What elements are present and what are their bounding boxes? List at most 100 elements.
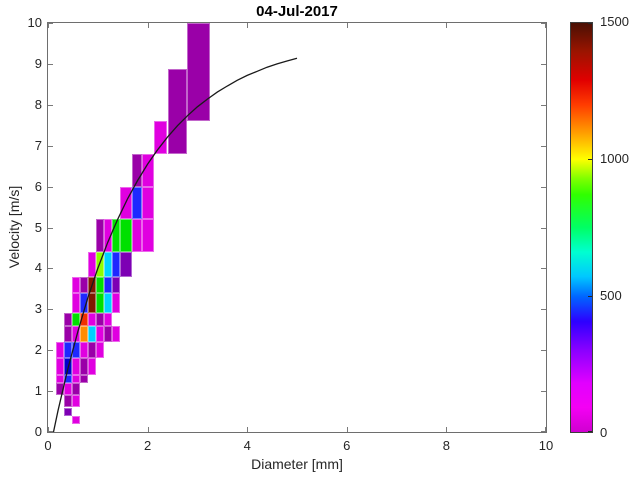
tick-mark <box>48 391 53 392</box>
heatmap-cell <box>56 358 64 375</box>
tick-mark <box>541 23 546 24</box>
x-tick-label: 2 <box>143 438 152 453</box>
heatmap-cell <box>87 358 96 375</box>
heatmap-cell <box>131 186 142 220</box>
heatmap-cell <box>95 313 104 326</box>
heatmap-cell <box>103 313 112 326</box>
tick-mark <box>446 23 447 28</box>
heatmap-cell <box>79 342 88 359</box>
tick-mark <box>48 268 53 269</box>
x-tick-label: 6 <box>343 438 351 453</box>
y-tick-label: 6 <box>34 178 42 194</box>
heatmap-cell <box>167 68 188 154</box>
tick-mark <box>48 427 49 432</box>
heatmap-cell <box>111 276 120 293</box>
heatmap-cell <box>79 374 88 383</box>
y-tick-label: 10 <box>27 15 42 30</box>
x-tick-label: 4 <box>243 438 251 453</box>
heatmap-cell <box>87 325 96 343</box>
heatmap-cell <box>71 325 80 343</box>
heatmap-cell <box>103 325 112 343</box>
y-tick-label: 5 <box>34 219 42 235</box>
heatmap-cell <box>71 358 80 375</box>
colorbar-tick-mark <box>588 431 592 432</box>
heatmap-cell <box>95 325 104 343</box>
tick-mark <box>541 228 546 229</box>
heatmap-cell <box>63 325 72 343</box>
tick-mark <box>541 268 546 269</box>
tick-mark <box>48 228 53 229</box>
heatmap-cell <box>79 292 88 314</box>
tick-mark <box>541 350 546 351</box>
heatmap-cell <box>71 342 80 359</box>
heatmap-cell <box>131 153 142 187</box>
heatmap-cell <box>111 325 120 343</box>
tick-mark <box>48 309 53 310</box>
heatmap-cell <box>103 292 112 314</box>
heatmap-cell <box>95 252 104 277</box>
heatmap-cell <box>79 313 88 326</box>
heatmap-cell <box>141 153 154 187</box>
heatmap-cell <box>71 292 80 314</box>
tick-mark <box>148 427 149 432</box>
heatmap-cell <box>87 342 96 359</box>
tick-mark <box>48 64 53 65</box>
tick-mark <box>446 427 447 432</box>
tick-mark <box>541 187 546 188</box>
tick-mark <box>541 391 546 392</box>
tick-mark <box>48 105 53 106</box>
heatmap-cell <box>187 23 211 122</box>
plot-area <box>47 22 547 433</box>
tick-mark <box>545 23 546 28</box>
heatmap-cell <box>63 374 72 383</box>
x-tick-label: 8 <box>442 438 450 453</box>
heatmap-cell <box>119 219 132 252</box>
tick-mark <box>347 427 348 432</box>
heatmap-cell <box>111 252 120 277</box>
heatmap-cell <box>56 382 64 396</box>
colorbar-tick-label: 1500 <box>600 14 629 29</box>
y-tick-label: 4 <box>34 260 42 276</box>
chart-title: 04-Jul-2017 <box>256 3 338 20</box>
heatmap-cell <box>71 415 80 424</box>
heatmap-cell <box>111 292 120 314</box>
tick-mark <box>48 431 53 432</box>
tick-mark <box>541 431 546 432</box>
heatmap-cell <box>63 407 72 416</box>
heatmap-cell <box>63 342 72 359</box>
y-tick-label: 7 <box>34 137 42 153</box>
y-tick-label: 3 <box>34 301 42 317</box>
heatmap-cell <box>63 395 72 408</box>
heatmap-cell <box>95 276 104 293</box>
tick-mark <box>541 309 546 310</box>
tick-mark <box>247 23 248 28</box>
heatmap-cell <box>56 374 64 383</box>
heatmap-cell <box>79 358 88 375</box>
tick-mark <box>541 146 546 147</box>
heatmap-cell <box>131 219 142 252</box>
heatmap-cell <box>71 382 80 396</box>
heatmap-cell <box>71 313 80 326</box>
heatmap-cell <box>95 342 104 359</box>
heatmap-cell <box>79 325 88 343</box>
y-tick-label: 2 <box>34 342 42 358</box>
heatmap-cell <box>111 219 120 252</box>
y-tick-label: 8 <box>34 96 42 112</box>
tick-mark <box>541 105 546 106</box>
heatmap-cell <box>119 186 132 220</box>
heatmap-cell <box>95 292 104 314</box>
tick-mark <box>48 23 53 24</box>
heatmap-cell <box>63 382 72 396</box>
heatmap-cell <box>56 342 64 359</box>
tick-mark <box>48 146 53 147</box>
x-tick-label: 10 <box>538 438 554 453</box>
colorbar-tick-mark <box>588 296 592 297</box>
tick-mark <box>48 23 49 28</box>
heatmap-cell <box>87 292 96 314</box>
heatmap-cell <box>79 276 88 293</box>
heatmap-cell <box>103 252 112 277</box>
heatmap-cell <box>87 276 96 293</box>
colorbar <box>570 22 593 433</box>
heatmap-cell <box>141 219 154 252</box>
